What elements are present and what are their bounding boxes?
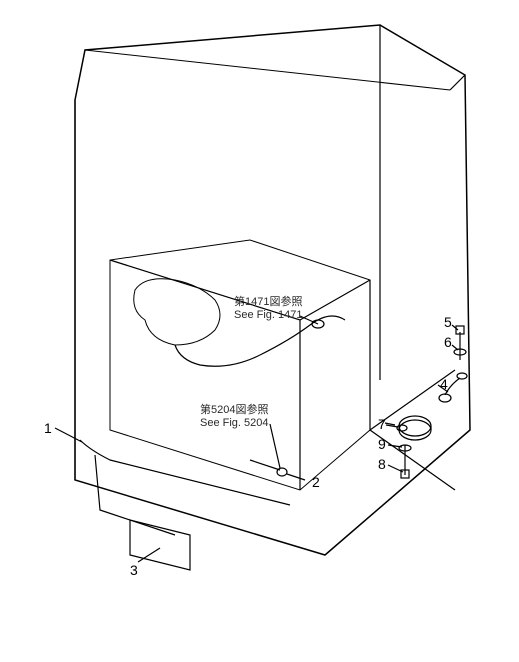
callout-5: 5 xyxy=(444,314,452,330)
ref-5204-jp: 第5204図参照 xyxy=(200,404,268,416)
callout-6: 6 xyxy=(444,334,452,350)
callout-2: 2 xyxy=(312,474,320,490)
callout-3: 3 xyxy=(130,562,138,578)
callout-9: 9 xyxy=(378,436,386,452)
technical-drawing xyxy=(0,0,519,657)
ref-fig-1471: 第1471図参照 See Fig. 1471 xyxy=(234,296,303,322)
ref-1471-en: See Fig. 1471 xyxy=(234,309,303,321)
ref-fig-5204: 第5204図参照 See Fig. 5204 xyxy=(200,404,269,430)
callout-8: 8 xyxy=(378,456,386,472)
callout-7: 7 xyxy=(378,416,386,432)
callout-4: 4 xyxy=(440,376,448,392)
callout-1: 1 xyxy=(44,420,52,436)
ref-5204-en: See Fig. 5204 xyxy=(200,417,269,429)
diagram-container: 1 2 3 4 5 6 7 8 9 第1471図参照 See Fig. 1471… xyxy=(0,0,519,657)
ref-1471-jp: 第1471図参照 xyxy=(234,296,302,308)
